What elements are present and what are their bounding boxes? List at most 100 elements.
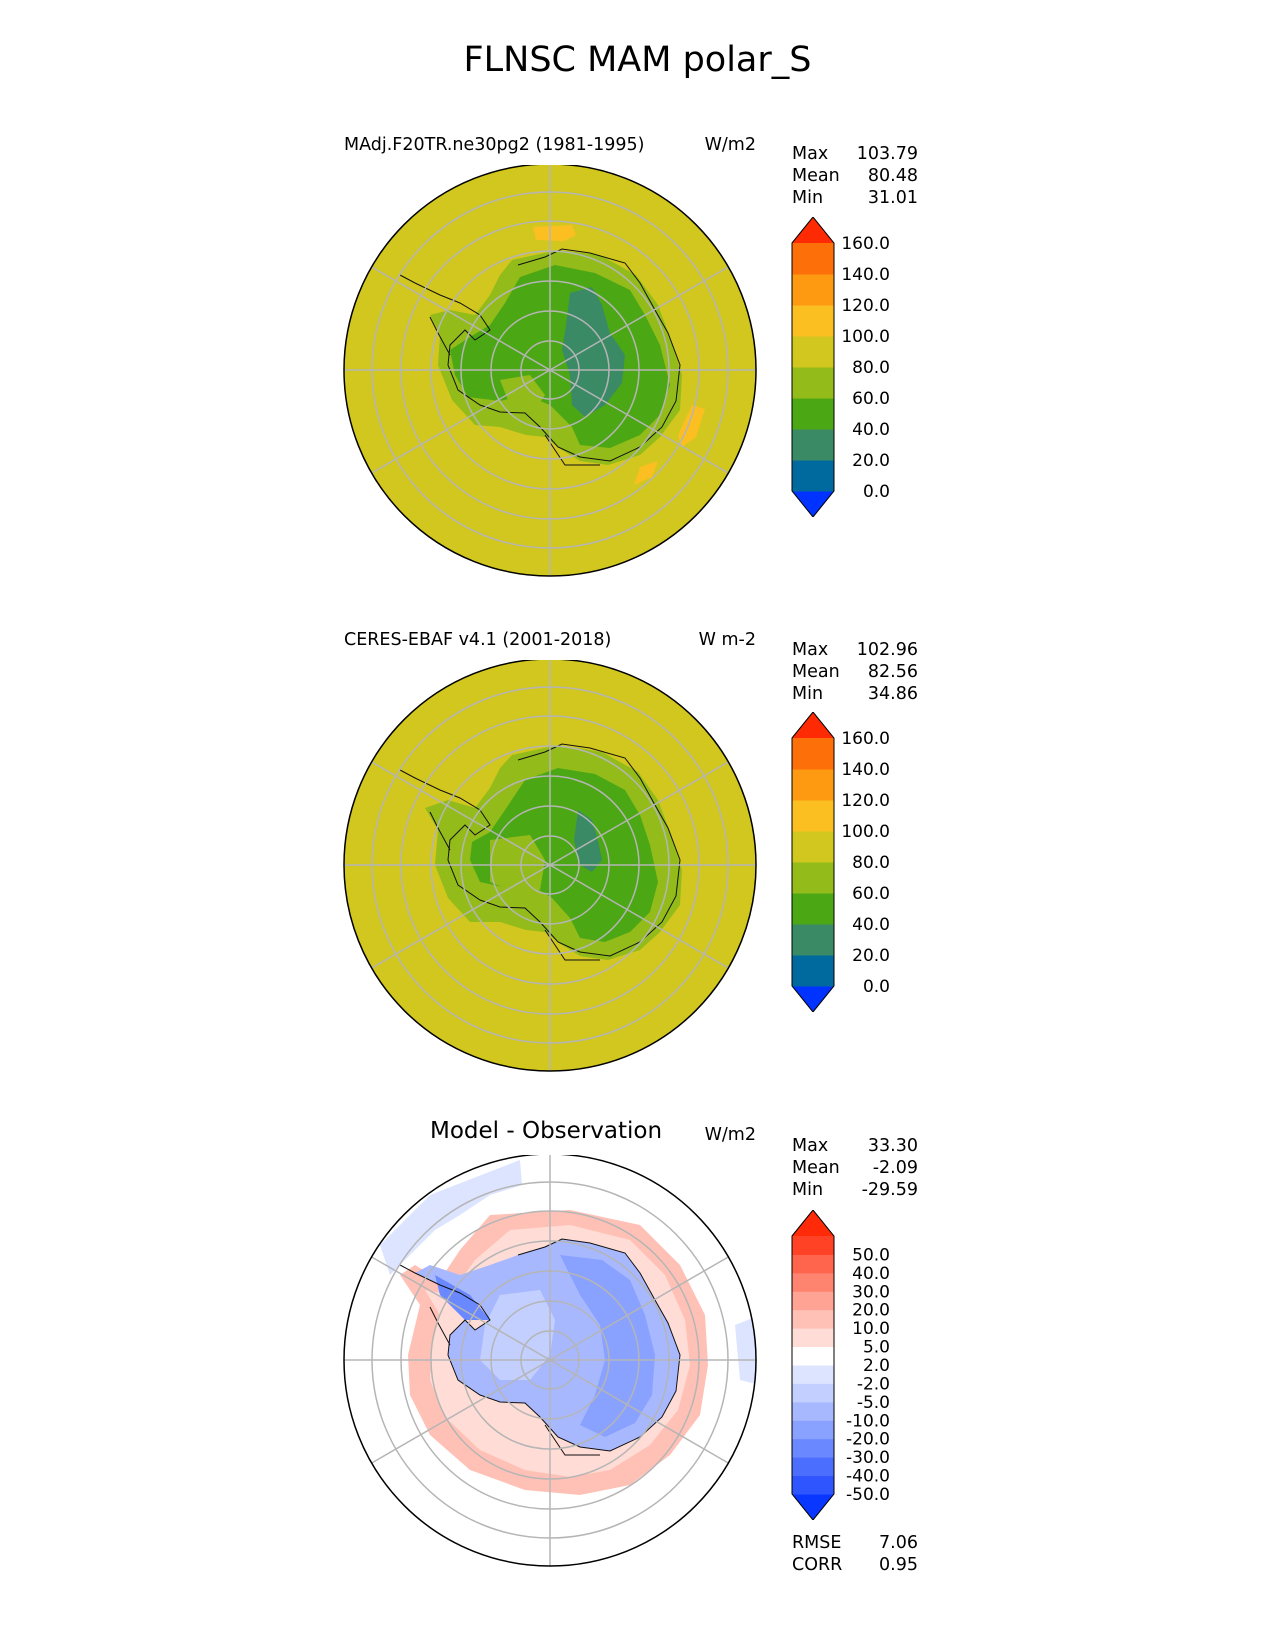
stat-value: 31.01 <box>867 188 918 208</box>
colorbar-band <box>792 769 834 801</box>
peninsula-region <box>490 835 545 892</box>
colorbar-tick-label: 140.0 <box>841 265 890 285</box>
continent-weak-negative <box>480 1290 555 1380</box>
colorbar-band <box>792 1383 834 1403</box>
stat-label: Mean <box>792 662 840 682</box>
colorbar-band <box>792 336 834 368</box>
panel1-stats: Max 103.79 Mean 80.48 Min 31.01 <box>792 143 918 209</box>
coastline <box>399 248 681 466</box>
colorbar-tick-label: 160.0 <box>841 729 890 749</box>
interior-ice-region <box>450 265 670 448</box>
colorbar-tick-label: 10.0 <box>852 1319 890 1339</box>
colorbar-band <box>792 398 834 430</box>
stat-value: 103.79 <box>856 144 918 164</box>
colorbar-tick-label: 50.0 <box>852 1245 890 1265</box>
stat-value: 7.06 <box>879 1533 918 1553</box>
high-value-patch <box>533 225 576 241</box>
panel2-colorbar: 160.0 140.0 120.0 100.0 80.0 60.0 40.0 20.0 0.0 <box>791 712 890 1012</box>
colorbar-tick-label: -30.0 <box>846 1448 890 1468</box>
stat-label: Mean <box>792 1158 840 1178</box>
colorbar-min-extension <box>792 1494 834 1520</box>
colorbar-tick-label: 20.0 <box>852 451 890 471</box>
colorbar-tick-label: 20.0 <box>852 1301 890 1321</box>
stat-value: 33.30 <box>867 1136 918 1156</box>
colorbar-band <box>792 1291 834 1311</box>
stat-value: 102.96 <box>856 640 918 660</box>
graticule <box>344 660 756 1071</box>
stat-label: Max <box>792 144 829 164</box>
colorbar-band <box>792 1438 834 1458</box>
colorbar-tick-label: 20.0 <box>852 946 890 966</box>
colorbar-band <box>792 1254 834 1274</box>
colorbar-tick-label: -40.0 <box>846 1467 890 1487</box>
negative-diff-patch <box>380 1160 522 1275</box>
panel1-polar-map <box>343 165 757 577</box>
colorbar-tick-label: 5.0 <box>863 1338 890 1358</box>
colorbar-tick-label: -20.0 <box>846 1430 890 1450</box>
colorbar-band <box>792 305 834 337</box>
stat-value: -2.09 <box>872 1158 918 1178</box>
colorbar-band <box>792 800 834 832</box>
panel2-polar-map <box>343 660 757 1072</box>
panel3-units: W/m2 <box>704 1125 756 1145</box>
stat-value: 34.86 <box>867 684 918 704</box>
colorbar-tick-label: 80.0 <box>852 853 890 873</box>
colorbar-tick-label: 30.0 <box>852 1282 890 1302</box>
colorbar-tick-label: 0.0 <box>863 977 890 997</box>
colorbar-band <box>792 862 834 894</box>
stat-value: 0.95 <box>879 1555 918 1575</box>
colorbar-band <box>792 1401 834 1421</box>
stat-label: Min <box>792 1180 824 1200</box>
panel2-units: W m-2 <box>698 630 756 650</box>
colorbar-tick-label: 40.0 <box>852 1264 890 1284</box>
colorbar-tick-label: 2.0 <box>863 1356 890 1376</box>
colorbar-tick-label: 60.0 <box>852 884 890 904</box>
high-value-patch <box>634 461 658 485</box>
stat-label: Min <box>792 188 824 208</box>
colorbar-tick-label: 120.0 <box>841 296 890 316</box>
colorbar-tick-label: 80.0 <box>852 358 890 378</box>
stat-label: Min <box>792 684 824 704</box>
interior-ice-region <box>470 768 658 942</box>
stat-label: RMSE <box>792 1533 842 1553</box>
stat-label: Max <box>792 640 829 660</box>
colorbar-band <box>792 274 834 306</box>
colorbar-tick-label: 100.0 <box>841 327 890 347</box>
high-value-patch <box>678 405 705 447</box>
colorbar-outline <box>791 217 835 517</box>
panel1-left-title: MAdj.F20TR.ne30pg2 (1981-1995) <box>344 135 645 155</box>
peninsula-region <box>500 375 545 410</box>
colorbar-tick-label: -2.0 <box>857 1374 890 1394</box>
colorbar-outline <box>791 712 835 1012</box>
colorbar-tick-label: 40.0 <box>852 915 890 935</box>
colorbar-band <box>792 367 834 399</box>
coastal-negative <box>435 1275 490 1320</box>
colorbar-band <box>792 738 834 770</box>
panel3-center-title: Model - Observation <box>430 1118 663 1144</box>
stat-value: 82.56 <box>867 662 918 682</box>
coastline <box>399 1238 681 1456</box>
colorbar-band <box>792 1236 834 1255</box>
stat-value: -29.59 <box>861 1180 918 1200</box>
colorbar-band <box>792 243 834 275</box>
stat-label: CORR <box>792 1555 843 1575</box>
colorbar-max-extension <box>792 1210 834 1236</box>
colorbar-max-extension <box>792 217 834 243</box>
colorbar-tick-label: 120.0 <box>841 791 890 811</box>
panel2-stats: Max 102.96 Mean 82.56 Min 34.86 <box>792 639 918 705</box>
stat-label: Max <box>792 1136 829 1156</box>
map-boundary <box>343 660 757 1072</box>
colorbar-tick-label: 60.0 <box>852 389 890 409</box>
colorbar-tick-label: 0.0 <box>863 482 890 502</box>
panel2-left-title: CERES-EBAF v4.1 (2001-2018) <box>344 630 612 650</box>
colorbar-band <box>792 1475 834 1495</box>
colorbar-tick-label: -50.0 <box>846 1485 890 1505</box>
colorbar-outline <box>791 1210 835 1520</box>
colorbar-band <box>792 1328 834 1348</box>
panel3-extra-stats: RMSE 7.06 CORR 0.95 <box>792 1532 918 1576</box>
panel3-stats: Max 33.30 Mean -2.09 Min -29.59 <box>792 1135 918 1201</box>
map-boundary <box>343 1155 757 1567</box>
figure-title: FLNSC MAM polar_S <box>463 40 812 80</box>
panel1-units: W/m2 <box>704 135 756 155</box>
colorbar-band <box>792 1346 834 1366</box>
